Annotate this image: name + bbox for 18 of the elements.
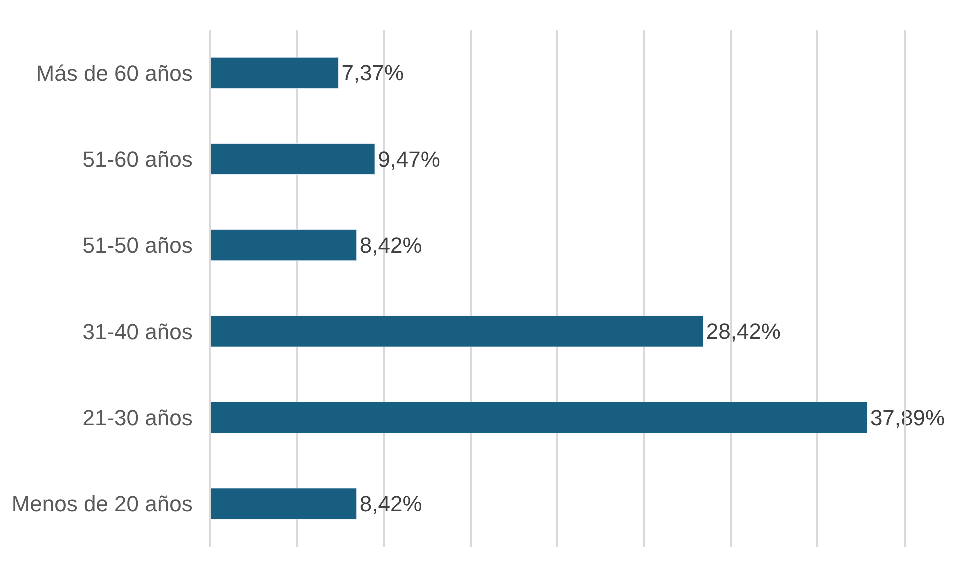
y-tick-label: Menos de 20 años	[12, 492, 193, 517]
bar	[211, 230, 358, 262]
y-tick-label: 51-50 años	[82, 233, 193, 258]
bar	[211, 57, 339, 89]
bar	[211, 402, 868, 434]
y-tick-label: 31-40 años	[82, 319, 193, 344]
data-label: 9,47%	[378, 146, 440, 172]
bar	[211, 143, 376, 176]
data-label: 8,42%	[360, 491, 422, 516]
y-tick-label: Más de 60 años	[36, 60, 193, 86]
data-label: 37,89%	[870, 405, 946, 430]
bar	[211, 316, 704, 348]
y-tick-label: 51-60 años	[82, 146, 193, 172]
y-tick-label: 21-30 años	[82, 405, 193, 430]
data-label: 8,42%	[360, 232, 422, 258]
data-label: 28,42%	[706, 319, 782, 344]
data-label: 7,37%	[342, 60, 404, 86]
bar	[211, 488, 358, 520]
